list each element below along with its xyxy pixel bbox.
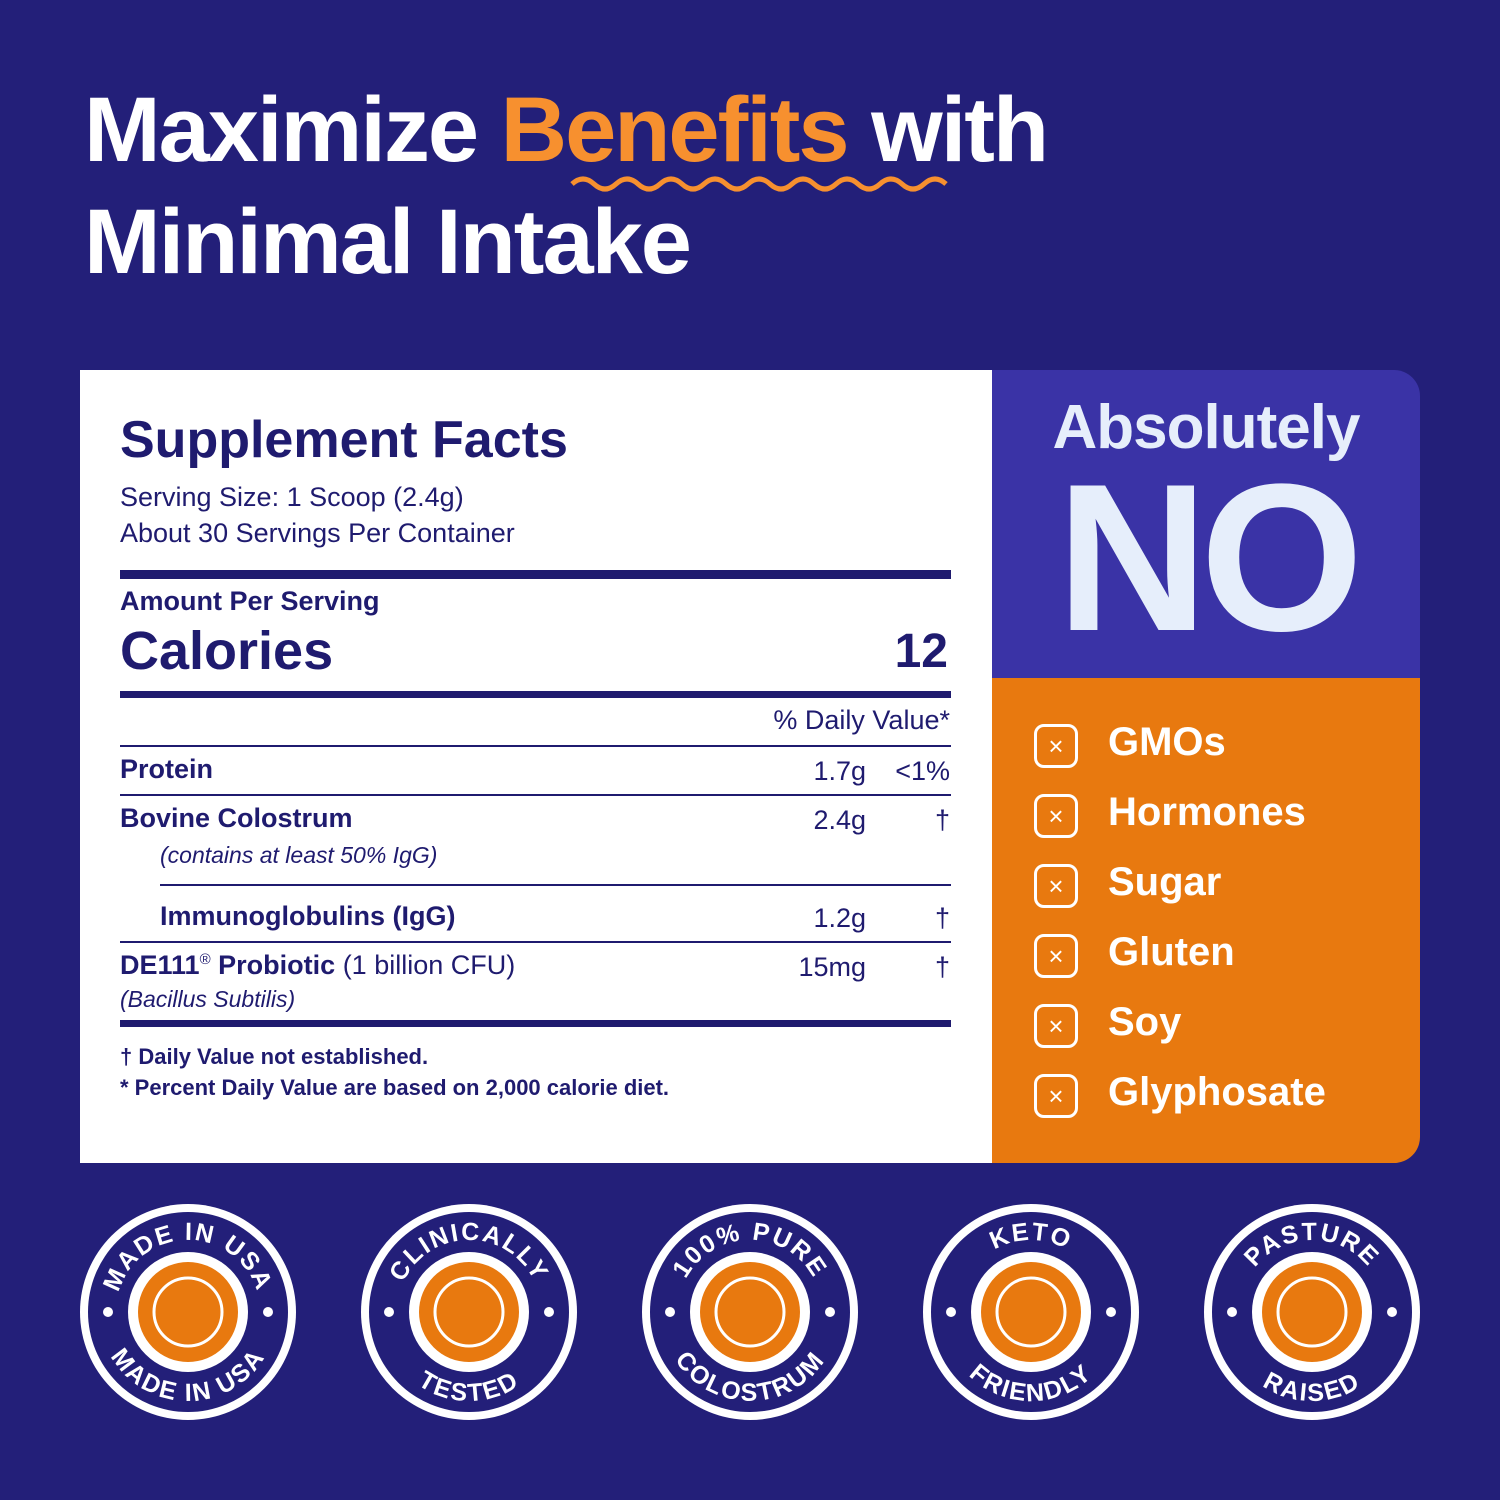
row-amount: 2.4g bbox=[813, 805, 866, 835]
badge-dot bbox=[1227, 1307, 1237, 1317]
row-name: DE111® Probiotic (1 billion CFU) bbox=[120, 950, 515, 981]
rule bbox=[120, 691, 951, 698]
panel-no: NO bbox=[1056, 440, 1364, 675]
row-amount: 15mg bbox=[798, 952, 866, 982]
row-dv: <1% bbox=[895, 756, 950, 786]
badge-dot bbox=[946, 1307, 956, 1317]
row-name: Protein bbox=[120, 754, 214, 784]
facts-title: Supplement Facts bbox=[120, 411, 568, 469]
row-dv: † bbox=[934, 903, 950, 933]
badge-dot bbox=[1387, 1307, 1397, 1317]
registered-mark: ® bbox=[199, 951, 211, 968]
row-name-part: Probiotic bbox=[218, 950, 336, 980]
free-from-item: GMOs bbox=[1108, 720, 1226, 764]
x-icon: × bbox=[1034, 864, 1078, 908]
x-icon: × bbox=[1034, 1074, 1078, 1118]
rule bbox=[120, 745, 951, 747]
rule bbox=[120, 794, 951, 796]
wavy-underline bbox=[570, 176, 948, 192]
panel-title: Absolutely bbox=[1052, 393, 1361, 462]
headline-highlight: Benefits bbox=[500, 79, 850, 181]
no-panel bbox=[992, 370, 1420, 678]
row-note: (contains at least 50% IgG) bbox=[160, 842, 438, 868]
row-amount: 1.2g bbox=[813, 903, 866, 933]
amount-per-serving: Amount Per Serving bbox=[120, 586, 380, 616]
x-icon: × bbox=[1034, 794, 1078, 838]
free-from-item: Hormones bbox=[1108, 790, 1306, 834]
badge-dot bbox=[825, 1307, 835, 1317]
badge-icon-line bbox=[433, 1276, 505, 1348]
footnote: * Percent Daily Value are based on 2,000… bbox=[120, 1075, 670, 1100]
x-icon: × bbox=[1034, 1004, 1078, 1048]
badge-dot bbox=[544, 1307, 554, 1317]
rule bbox=[160, 884, 951, 886]
badge-icon-line bbox=[152, 1276, 224, 1348]
headline-line1: Maximize Benefits with bbox=[84, 78, 1049, 183]
badge-dot bbox=[263, 1307, 273, 1317]
badge-dot bbox=[384, 1307, 394, 1317]
facts-card bbox=[80, 370, 992, 1163]
row-detail: (1 billion CFU) bbox=[342, 950, 516, 980]
row-note: (Bacillus Subtilis) bbox=[120, 986, 296, 1012]
free-from-item: Soy bbox=[1108, 1000, 1182, 1044]
free-from-item: Glyphosate bbox=[1108, 1070, 1326, 1114]
free-from-item: Sugar bbox=[1108, 860, 1222, 904]
rule bbox=[120, 570, 951, 579]
rule bbox=[120, 1020, 951, 1027]
headline-text: Maximize bbox=[84, 79, 479, 181]
serving-size: Serving Size: 1 Scoop (2.4g) bbox=[120, 482, 464, 512]
servings: About 30 Servings Per Container bbox=[120, 518, 515, 548]
row-name-part: DE111 bbox=[120, 950, 200, 980]
row-name: Immunoglobulins (IgG) bbox=[160, 901, 456, 931]
free-from-item: Gluten bbox=[1108, 930, 1235, 974]
headline-text: with bbox=[871, 79, 1049, 181]
badge-dot bbox=[1106, 1307, 1116, 1317]
headline-line2: Minimal Intake bbox=[84, 191, 692, 293]
badge-dot bbox=[665, 1307, 675, 1317]
badge-icon-line bbox=[714, 1276, 786, 1348]
badge-dot bbox=[103, 1307, 113, 1317]
row-amount: 1.7g bbox=[813, 756, 866, 786]
row-dv: † bbox=[934, 952, 950, 982]
badge-icon-line bbox=[995, 1276, 1067, 1348]
badge-icon-line bbox=[1276, 1276, 1348, 1348]
row-dv: † bbox=[934, 805, 950, 835]
footnote: † Daily Value not established. bbox=[120, 1044, 429, 1069]
x-icon: × bbox=[1034, 724, 1078, 768]
x-icon: × bbox=[1034, 934, 1078, 978]
wave bbox=[570, 176, 948, 192]
dv-header: % Daily Value* bbox=[773, 705, 950, 735]
free-from-panel bbox=[992, 678, 1420, 1163]
row-name: Bovine Colostrum bbox=[120, 803, 353, 833]
calories-value: 12 bbox=[894, 625, 948, 678]
calories-label: Calories bbox=[120, 621, 334, 681]
rule bbox=[120, 941, 951, 943]
